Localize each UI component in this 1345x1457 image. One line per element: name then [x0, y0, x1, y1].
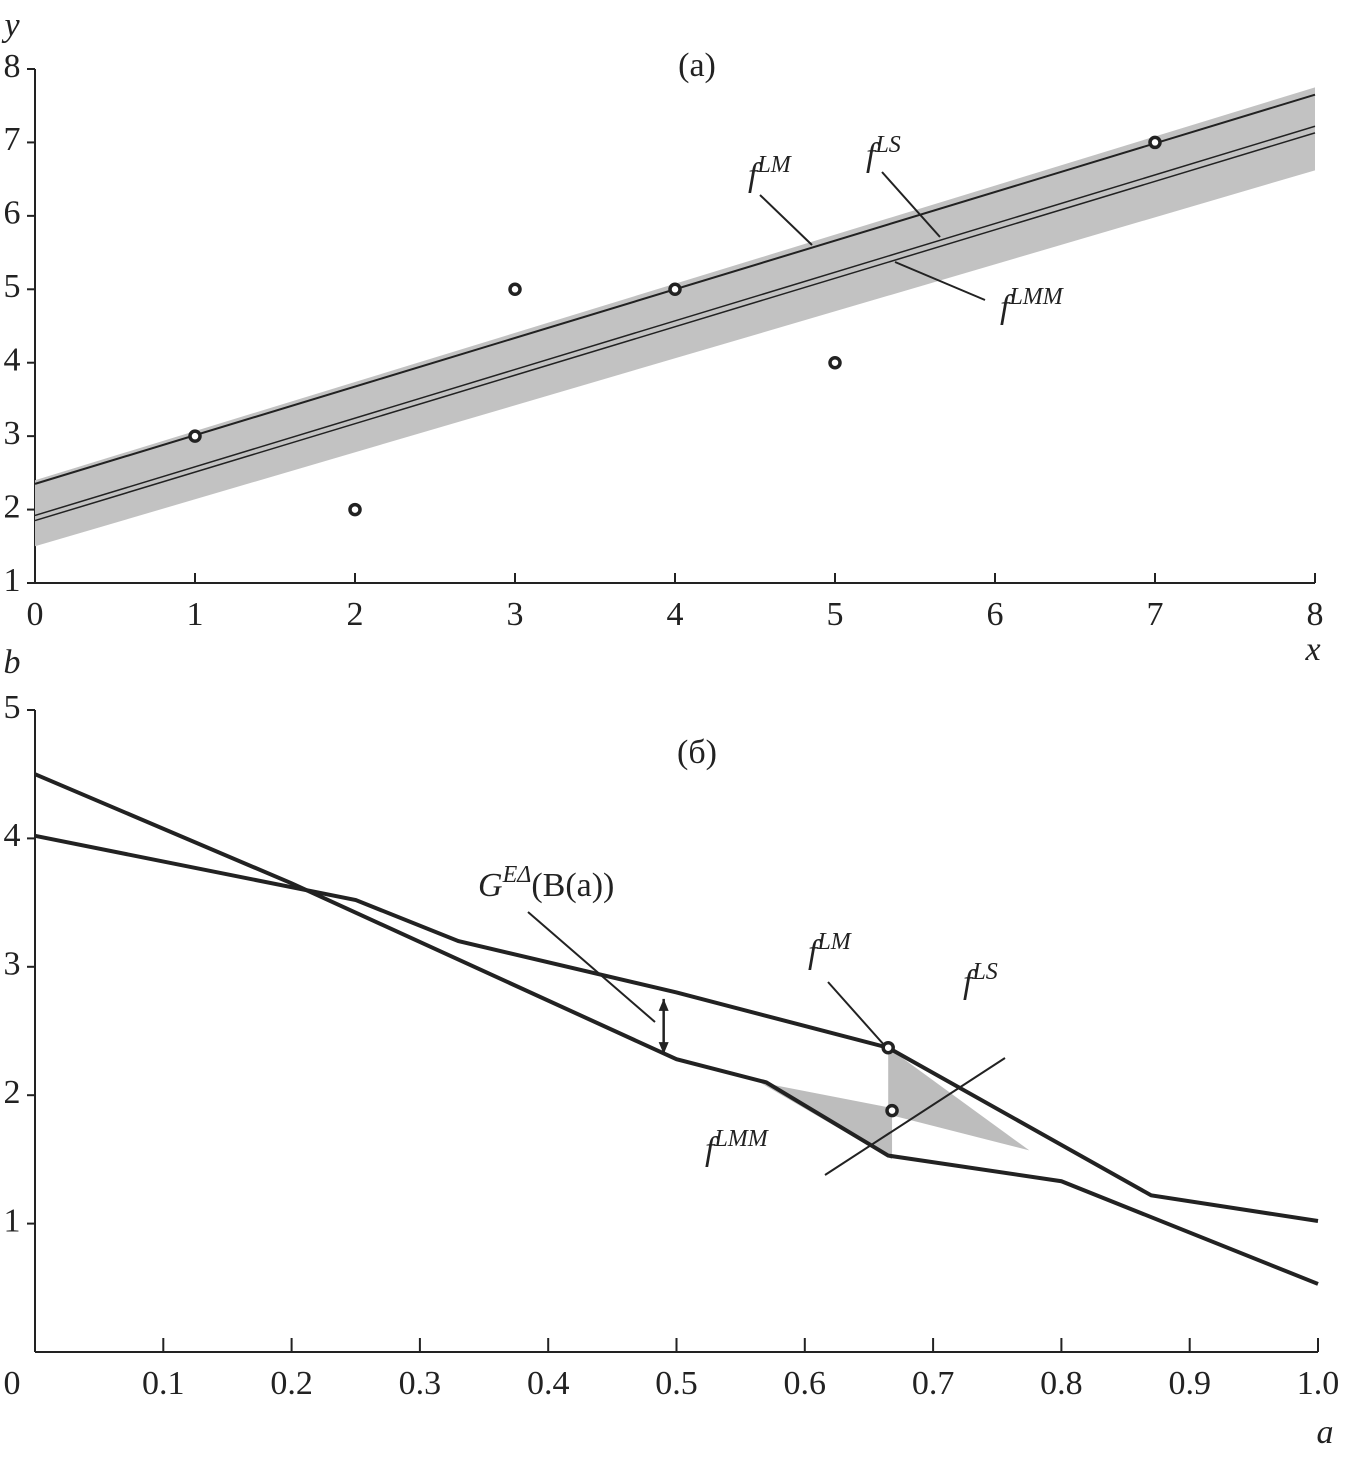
line	[34, 833, 1319, 1224]
point	[885, 1103, 899, 1118]
x-tick-label: 3	[507, 596, 524, 633]
x-axis-label: x	[1304, 631, 1320, 668]
y-tick-label: 1	[4, 1202, 21, 1239]
leader-line	[894, 261, 986, 301]
point	[188, 429, 202, 443]
x-tick-label: 1	[187, 596, 204, 633]
point	[881, 1040, 895, 1055]
annotation: fLM	[808, 929, 853, 971]
band	[35, 87, 1315, 547]
x-tick-label: 0.5	[655, 1365, 698, 1402]
y-tick-label: 2	[4, 1074, 21, 1111]
point	[508, 282, 522, 297]
line-label: fLM	[748, 152, 793, 194]
chart-title: (б)	[677, 734, 717, 771]
y-tick-label: 8	[4, 48, 21, 85]
x-tick-label: 6	[987, 596, 1004, 633]
x-tick-label: 0	[4, 1365, 21, 1402]
fit-line	[34, 125, 1316, 517]
point	[668, 282, 682, 297]
label-after: (B(a))	[531, 867, 614, 904]
x-tick-label: 1.0	[1297, 1365, 1340, 1402]
x-tick-label: 0.7	[912, 1365, 955, 1402]
x-tick-label: 2	[347, 596, 364, 633]
y-tick-label: 7	[4, 121, 21, 158]
fit-line	[34, 132, 1316, 522]
label-sup: LMM	[1008, 284, 1064, 310]
annotation: GEΔ(B(a))	[478, 862, 614, 904]
label-sup: LM	[816, 929, 852, 955]
y-tick-label: 5	[4, 689, 21, 726]
region	[888, 1047, 1030, 1151]
annotation: fLMM	[705, 1126, 770, 1168]
x-tick-label: 8	[1307, 596, 1324, 633]
y-tick-label: 3	[4, 415, 21, 452]
y-tick-label: 4	[4, 817, 21, 854]
y-axis-label: y	[1, 7, 20, 44]
x-tick-label: 0.9	[1168, 1365, 1211, 1402]
line-label: fLS	[866, 132, 901, 174]
y-tick-label: 5	[4, 268, 21, 305]
x-tick-label: 0.8	[1040, 1365, 1083, 1402]
annotation: fLS	[963, 959, 998, 1001]
x-tick-label: 0.6	[784, 1365, 827, 1402]
line	[34, 772, 1319, 1286]
y-tick-label: 4	[4, 342, 21, 379]
x-tick-label: 0.2	[270, 1365, 313, 1402]
label-base: G	[478, 867, 503, 904]
point	[1148, 135, 1162, 150]
leader-line	[527, 911, 656, 1023]
y-axis-label: b	[4, 644, 21, 681]
leader-line	[759, 194, 813, 246]
leader-line	[824, 1057, 1006, 1176]
leader-line	[881, 171, 941, 238]
point	[348, 502, 362, 517]
y-tick-label: 2	[4, 488, 21, 525]
x-axis-label: a	[1317, 1414, 1334, 1451]
arrow-head	[658, 1042, 669, 1055]
label-sup: EΔ	[502, 862, 532, 888]
y-tick-label: 3	[4, 946, 21, 983]
arrow-head	[658, 998, 669, 1011]
leader-line	[827, 981, 886, 1047]
x-tick-label: 5	[827, 596, 844, 633]
x-tick-label: 0.4	[527, 1365, 570, 1402]
x-tick-label: 4	[667, 596, 684, 633]
x-tick-label: 0.1	[142, 1365, 185, 1402]
y-tick-label: 1	[4, 562, 21, 599]
line-label: fLMM	[1000, 284, 1065, 326]
label-sup: LS	[874, 132, 900, 158]
y-tick-label: 6	[4, 195, 21, 232]
x-tick-label: 7	[1147, 596, 1164, 633]
x-tick-label: 0.3	[399, 1365, 442, 1402]
x-tick-label: 0	[27, 596, 44, 633]
label-sup: LM	[756, 152, 792, 178]
chart-title: (a)	[678, 47, 716, 84]
label-sup: LS	[971, 959, 997, 985]
label-sup: LMM	[713, 1126, 769, 1152]
point	[828, 355, 842, 370]
